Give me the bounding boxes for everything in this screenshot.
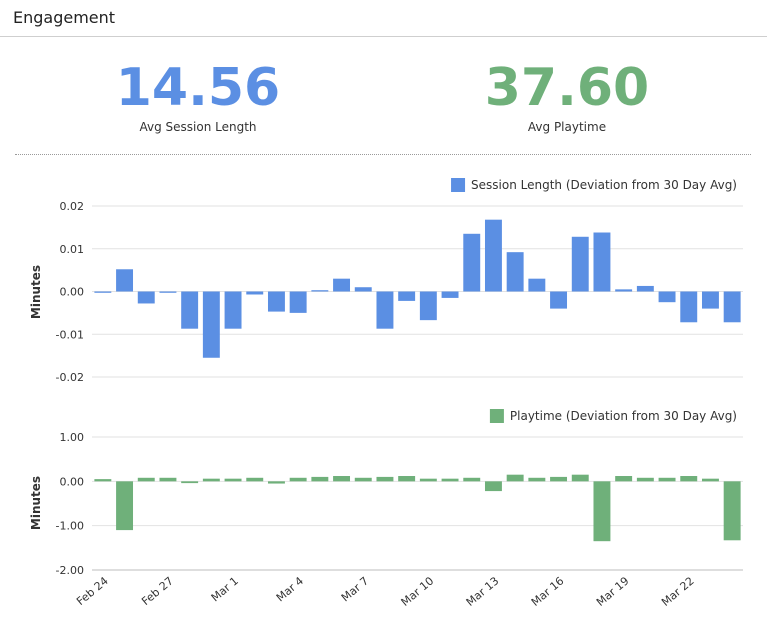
engagement-chart: 0.02 0.01 0.00 -0.01 -0.02 Minutes Session Len… [29,178,743,609]
bar [419,478,437,482]
bar [267,291,285,312]
bar [615,289,633,292]
kpi-label: Avg Session Length [139,120,257,134]
bar [484,481,502,492]
y-tick-label: -0.02 [56,371,84,384]
y-tick-label: 0.02 [60,200,85,213]
bar [289,291,307,313]
legend-swatch [489,409,504,423]
x-tick-label: Mar 10 [399,574,437,609]
bar [528,477,546,482]
bar [137,477,155,482]
kpi-value: 14.56 [115,58,281,118]
legend-label: Session Length (Deviation from 30 Day Av… [471,178,737,192]
bar [289,477,307,482]
bar [267,481,285,484]
card-title: Engagement [13,8,116,27]
bar [441,478,459,482]
bar [398,291,416,301]
bar [550,476,568,482]
x-tick-label: Mar 4 [274,574,306,604]
x-tick-label: Feb 24 [74,574,111,608]
bar [615,476,633,482]
bar [354,477,372,482]
bar [571,474,589,482]
bar [137,291,155,304]
x-tick-label: Mar 22 [659,574,697,609]
kpi-value: 37.60 [484,58,650,118]
bar [658,477,676,482]
x-tick-label: Mar 13 [464,574,502,609]
bar [723,291,741,323]
bar [441,291,459,298]
bar [419,291,437,321]
bar [159,291,177,293]
y-tick-label: 1.00 [60,431,85,444]
bar [701,291,719,309]
bar [593,481,611,542]
x-tick-label: Mar 16 [529,574,567,609]
bar [116,481,134,531]
bar [658,291,676,303]
bar [202,478,220,482]
bar [636,477,654,482]
y-tick-label: -0.01 [56,328,84,341]
bar [116,269,134,292]
bar [463,233,481,292]
bar [593,232,611,292]
bar [484,219,502,292]
x-tick-label: Feb 27 [139,574,176,608]
bar [159,477,177,482]
legend-swatch [451,178,466,192]
bar [636,285,654,292]
bar [571,236,589,292]
bar [224,291,242,329]
bar [376,291,394,329]
bar [224,478,242,482]
bar [333,278,351,292]
divider [15,154,751,155]
y-axis-label: Minutes [29,476,43,530]
x-tick-label: Mar 19 [594,574,632,609]
card-header: Engagement [0,0,767,37]
y-tick-label: -2.00 [56,564,84,577]
kpi-label: Avg Playtime [527,120,607,134]
y-tick-label: 0.00 [60,475,85,488]
bar [181,291,199,329]
kpi-avg-session-length: 14.56 Avg Session Length [18,56,378,134]
bar [246,291,264,295]
legend-label: Playtime (Deviation from 30 Day Avg) [510,409,737,423]
bar [680,476,698,482]
bar [94,479,112,482]
y-tick-label: 0.00 [60,286,85,299]
bar [506,474,524,482]
y-tick-label: -1.00 [56,520,84,533]
bar [333,476,351,482]
bar [723,481,741,541]
bar [246,477,264,482]
bar [311,476,329,482]
x-tick-label: Mar 7 [339,574,371,604]
bar [181,481,199,484]
bar [376,476,394,482]
x-tick-label: Mar 1 [209,574,241,604]
bar [528,278,546,292]
bar [463,477,481,482]
bar [550,291,568,309]
bar [311,290,329,292]
bar [94,291,112,293]
bar [506,252,524,292]
bar [202,291,220,358]
bar [354,287,372,292]
bar [680,291,698,323]
bar [398,476,416,482]
y-tick-label: 0.01 [60,243,85,256]
bar [701,478,719,482]
y-axis-label: Minutes [29,265,43,319]
kpi-avg-playtime: 37.60 Avg Playtime [387,56,747,134]
